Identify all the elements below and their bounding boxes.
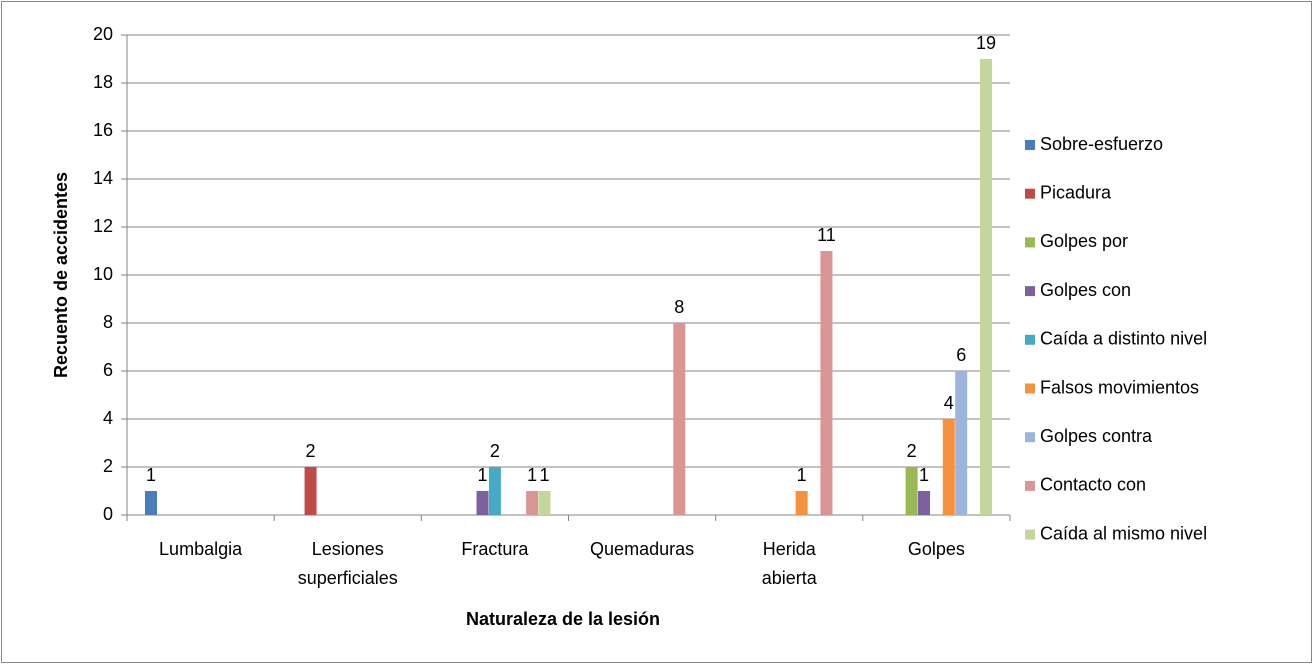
y-tick-label: 10 [93, 264, 113, 284]
bar [795, 491, 808, 515]
x-tick-label: Lumbalgia [159, 539, 243, 559]
x-axis-title: Naturaleza de la lesión [466, 609, 660, 629]
legend-swatch [1025, 529, 1035, 540]
legend-swatch [1025, 140, 1035, 150]
y-tick-label: 14 [93, 168, 113, 188]
data-label: 2 [306, 441, 316, 461]
x-tick-label: Lesiones superficiales [298, 539, 398, 588]
x-tick-label: Fractura [461, 539, 529, 559]
data-label: 2 [907, 441, 917, 461]
bar [673, 323, 686, 515]
data-label: 8 [674, 297, 684, 317]
legend-swatch [1025, 286, 1035, 297]
bar [980, 59, 992, 515]
legend-label: Golpes con [1040, 280, 1131, 300]
y-tick-label: 16 [93, 120, 113, 140]
x-tick-label-line: abierta [762, 568, 818, 588]
bar [145, 491, 157, 515]
bar [304, 467, 317, 515]
legend-swatch [1025, 188, 1035, 199]
legend-swatch [1025, 432, 1035, 443]
data-label: 1 [478, 465, 488, 485]
legend-label: Caída al mismo nivel [1040, 523, 1207, 543]
legend-label: Contacto con [1040, 475, 1146, 495]
data-label: 6 [956, 345, 966, 365]
data-label: 1 [797, 465, 807, 485]
data-label: 19 [976, 33, 996, 53]
legend-swatch [1025, 383, 1035, 394]
x-tick-label: Herida abierta [762, 539, 818, 588]
x-tick-label: Quemaduras [590, 539, 694, 559]
legend-swatch [1025, 480, 1035, 491]
y-tick-label: 6 [103, 360, 113, 380]
bar [538, 491, 551, 515]
legend-swatch [1025, 237, 1035, 248]
bar [905, 467, 918, 515]
bar [526, 491, 539, 515]
data-label: 2 [490, 441, 500, 461]
data-label: 11 [817, 225, 836, 245]
legend-swatch [1025, 334, 1035, 345]
y-tick-label: 4 [103, 408, 113, 428]
bar [918, 491, 931, 515]
legend-label: Sobre-esfuerzo [1040, 134, 1163, 154]
legend-label: Caída a distinto nivel [1040, 329, 1207, 349]
data-label: 4 [944, 393, 954, 413]
data-label: 1 [527, 465, 537, 485]
x-tick-label-line: Lesiones [312, 539, 384, 559]
data-label: 1 [146, 465, 156, 485]
bar [488, 467, 501, 515]
y-tick-label: 2 [103, 456, 113, 476]
bar [942, 419, 955, 515]
data-label: 1 [919, 465, 929, 485]
bar [955, 371, 968, 515]
legend-label: Falsos movimientos [1040, 377, 1199, 397]
y-tick-label: 12 [93, 216, 113, 236]
legend-label: Golpes por [1040, 231, 1128, 251]
y-tick-label: 18 [93, 72, 113, 92]
x-tick-label: Golpes [908, 539, 965, 559]
bar [476, 491, 489, 515]
legend-label: Picadura [1040, 182, 1112, 202]
legend-label: Golpes contra [1040, 426, 1153, 446]
x-tick-label-line: Herida [763, 539, 817, 559]
bar [820, 251, 833, 515]
y-tick-label: 8 [103, 312, 113, 332]
y-axis-title: Recuento de accidentes [51, 172, 71, 378]
y-tick-label: 0 [103, 504, 113, 524]
data-label: 1 [539, 465, 549, 485]
y-tick-label: 20 [93, 24, 113, 44]
x-tick-label-line: superficiales [298, 568, 398, 588]
